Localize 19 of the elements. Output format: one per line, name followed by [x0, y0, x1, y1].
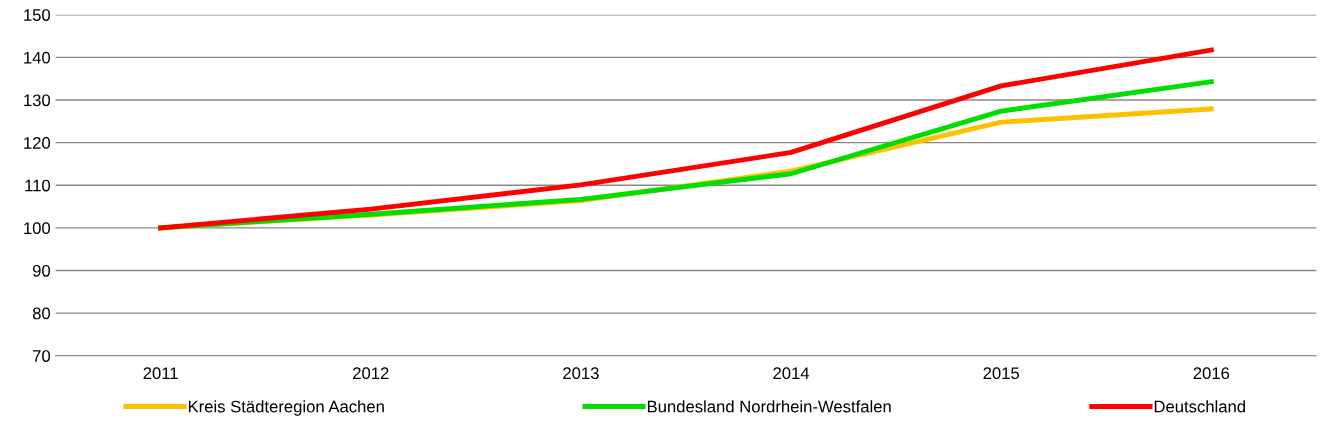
y-tick-label: 150: [24, 9, 51, 21]
x-tick-label: 2013: [563, 367, 599, 380]
y-tick-label: 110: [25, 179, 51, 192]
line-series: [158, 47, 1214, 231]
y-tick-label: 140: [24, 51, 51, 64]
y-tick-label: 70: [33, 350, 51, 362]
x-tick-label: 2014: [773, 367, 810, 380]
y-tick-label: 80: [32, 307, 51, 320]
y-tick-label: 100: [24, 222, 51, 235]
x-tick-label: 2016: [1193, 367, 1230, 380]
legend-label: Deutschland: [1154, 400, 1245, 413]
x-tick-label: 2012: [353, 367, 389, 380]
x-tick-label: 2011: [143, 367, 178, 380]
y-tick-label: 130: [24, 94, 51, 107]
y-tick-label: 120: [24, 137, 51, 149]
x-tick-label: 2015: [983, 367, 1020, 380]
y-tick-label: 90: [32, 264, 51, 277]
legend-label: Kreis Städteregion Aachen: [188, 400, 384, 416]
legend-label: Bundesland Nordrhein-Westfalen: [647, 400, 891, 413]
